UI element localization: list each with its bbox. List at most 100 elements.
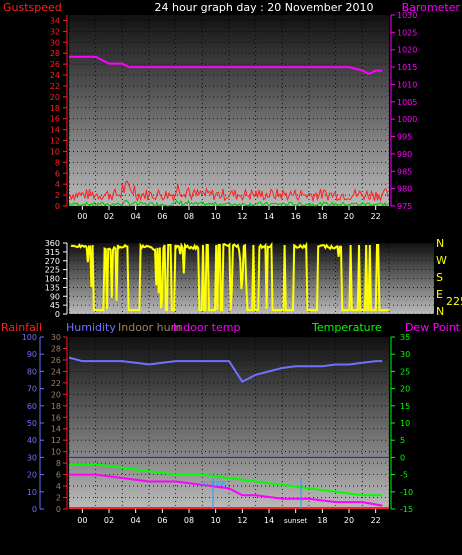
rain-tick-label: 0 xyxy=(56,505,61,514)
humidity-tick-label: 10 xyxy=(27,488,37,497)
indoor-hum-label: Indoor hum xyxy=(118,321,181,334)
temperature-tick-label: -15 xyxy=(400,505,413,514)
panel-1-plot xyxy=(69,15,389,206)
direction-tick-label: 315 xyxy=(45,248,60,257)
x-tick-label: 20 xyxy=(344,516,354,525)
temperature-line xyxy=(69,463,383,497)
baro-tick-label: 1030 xyxy=(397,11,417,20)
x-tick-label: 08 xyxy=(184,516,194,525)
gust-tick-label: 6 xyxy=(55,169,60,178)
x-tick-label: 10 xyxy=(211,212,221,221)
humidity-tick-label: 0 xyxy=(32,505,37,514)
x-tick-label: sunset xyxy=(284,517,307,525)
compass-letter: N xyxy=(436,237,444,250)
rain-tick-label: 26 xyxy=(51,356,61,365)
direction-tick-label: 180 xyxy=(45,275,60,284)
temperature-label: Temperature xyxy=(311,321,382,334)
rain-tick-label: 12 xyxy=(51,436,61,445)
direction-tick-label: 225 xyxy=(45,266,60,275)
baro-tick-label: 990 xyxy=(397,150,412,159)
temperature-tick-label: 15 xyxy=(400,402,410,411)
baro-tick-label: 1000 xyxy=(397,115,417,124)
wind-direction-line xyxy=(70,241,389,312)
rain-tick-label: 20 xyxy=(51,390,61,399)
gust-tick-label: 28 xyxy=(50,49,60,58)
gustspeed-label: Gustspeed xyxy=(3,1,62,14)
temperature-tick-label: 5 xyxy=(400,436,405,445)
panel-3: 0102030405060708090100024681012141618202… xyxy=(22,333,413,525)
temperature-tick-label: -5 xyxy=(400,471,408,480)
panel-2-grid xyxy=(68,242,434,315)
page-title: 24 hour graph day : 20 November 2010 xyxy=(154,1,373,14)
humidity-tick-label: 30 xyxy=(27,453,37,462)
gust-tick-label: 12 xyxy=(50,137,60,146)
humidity-tick-label: 60 xyxy=(27,402,37,411)
x-tick-label: 14 xyxy=(264,212,274,221)
rain-tick-label: 6 xyxy=(56,471,61,480)
temperature-tick-label: 30 xyxy=(400,350,410,359)
direction-tick-label: 90 xyxy=(50,292,60,301)
panel-1-grid xyxy=(68,15,390,207)
baro-tick-label: 1015 xyxy=(397,63,417,72)
direction-tick-label: 45 xyxy=(50,301,60,310)
direction-tick-label: 360 xyxy=(45,239,60,248)
humidity-tick-label: 40 xyxy=(27,436,37,445)
direction-tick-label: 135 xyxy=(45,283,60,292)
rain-tick-label: 22 xyxy=(51,379,61,388)
compass-letter: E xyxy=(436,288,443,301)
baro-tick-label: 975 xyxy=(397,202,412,211)
gust-tick-label: 30 xyxy=(50,38,60,47)
humidity-tick-label: 50 xyxy=(27,419,37,428)
gust-tick-label: 34 xyxy=(50,16,60,25)
gust-tick-label: 24 xyxy=(50,71,60,80)
humidity-tick-label: 20 xyxy=(27,471,37,480)
gust-tick-label: 0 xyxy=(55,202,60,211)
direction-tick-label: 270 xyxy=(45,257,60,266)
x-tick-label: 12 xyxy=(237,212,247,221)
gust-tick-label: 8 xyxy=(55,158,60,167)
temperature-tick-label: 0 xyxy=(400,453,405,462)
x-tick-label: 04 xyxy=(131,212,141,221)
windspeed-line xyxy=(69,199,389,208)
baro-tick-label: 1010 xyxy=(397,80,417,89)
x-tick-label: 12 xyxy=(237,516,247,525)
humidity-line xyxy=(68,356,383,384)
x-tick-label: 14 xyxy=(264,516,274,525)
x-tick-label: 06 xyxy=(157,212,167,221)
temperature-tick-label: 10 xyxy=(400,419,410,428)
direction-value: 225 xyxy=(446,295,462,308)
rain-tick-label: 14 xyxy=(51,425,61,434)
x-tick-label: 10 xyxy=(211,516,221,525)
barometer-line xyxy=(69,55,383,76)
gust-tick-label: 2 xyxy=(55,191,60,200)
indoor-temp-label: Indoor temp xyxy=(173,321,240,334)
temperature-tick-label: -10 xyxy=(400,488,413,497)
x-tick-label: 02 xyxy=(104,212,114,221)
rain-tick-label: 2 xyxy=(56,494,61,503)
rain-tick-label: 10 xyxy=(51,448,61,457)
x-tick-label: 00 xyxy=(77,516,87,525)
dew-point-label: Dew Point xyxy=(405,321,461,334)
x-tick-label: 04 xyxy=(131,516,141,525)
rain-tick-label: 16 xyxy=(51,413,61,422)
panel-1: 0246810121416182022242628303234975980985… xyxy=(50,11,418,221)
gust-tick-label: 18 xyxy=(50,104,60,113)
humidity-tick-label: 80 xyxy=(27,367,37,376)
gust-tick-label: 26 xyxy=(50,60,60,69)
gust-tick-label: 4 xyxy=(55,180,60,189)
x-tick-label: 22 xyxy=(371,212,381,221)
rain-tick-label: 30 xyxy=(51,333,61,342)
baro-tick-label: 980 xyxy=(397,185,412,194)
baro-tick-label: 1005 xyxy=(397,98,417,107)
gustspeed-line xyxy=(69,180,389,203)
x-tick-label: 18 xyxy=(317,516,327,525)
rainfall-label: Rainfall xyxy=(1,321,42,334)
panel-2: 04590135180225270315360NWSEN225 xyxy=(45,237,462,319)
temperature-tick-label: 20 xyxy=(400,385,410,394)
gust-tick-label: 32 xyxy=(50,27,60,36)
x-tick-label: 06 xyxy=(157,516,167,525)
x-tick-label: 18 xyxy=(317,212,327,221)
humidity-tick-label: 100 xyxy=(22,333,37,342)
panel-3-grid xyxy=(68,336,390,510)
dew-point-line xyxy=(69,473,383,507)
